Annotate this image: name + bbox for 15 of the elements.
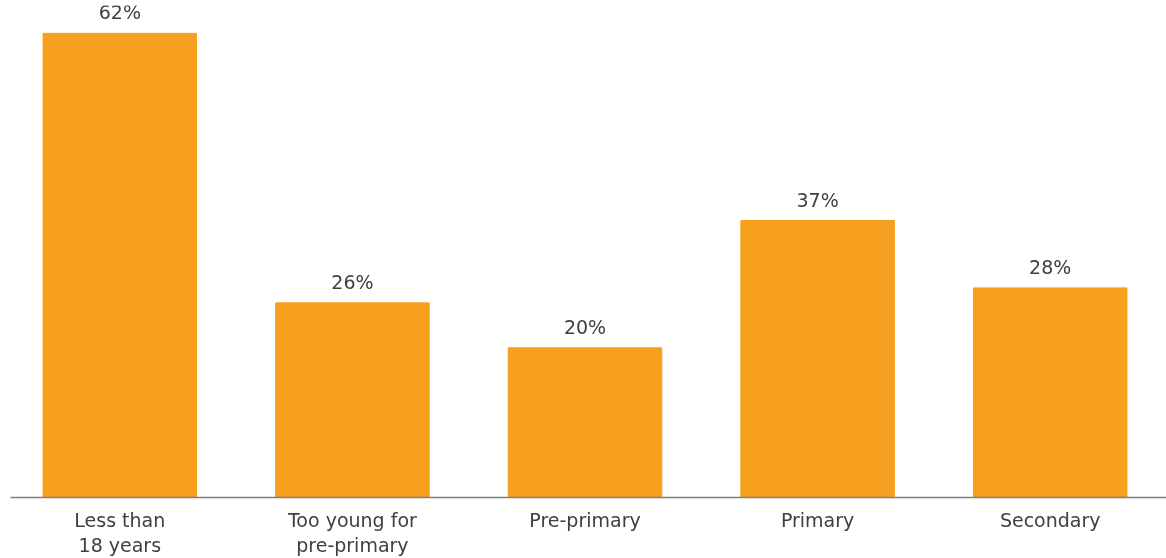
data-label: 62% (98, 1, 141, 24)
data-label: 28% (1029, 255, 1072, 278)
bar (972, 287, 1128, 498)
x-tick-label: Secondary (999, 508, 1101, 531)
bar (42, 32, 198, 498)
x-tick-label: Primary (780, 508, 855, 531)
data-label: 20% (563, 315, 607, 338)
bar (740, 220, 895, 498)
data-label: 37% (796, 188, 839, 211)
bar (275, 302, 430, 498)
x-tick-label: Pre-primary (529, 508, 641, 531)
x-tick-label: Too young for pre-primary (286, 508, 418, 556)
data-label: 26% (331, 270, 374, 293)
x-tick-label: Less than 18 years (74, 508, 166, 556)
bar (507, 347, 663, 498)
